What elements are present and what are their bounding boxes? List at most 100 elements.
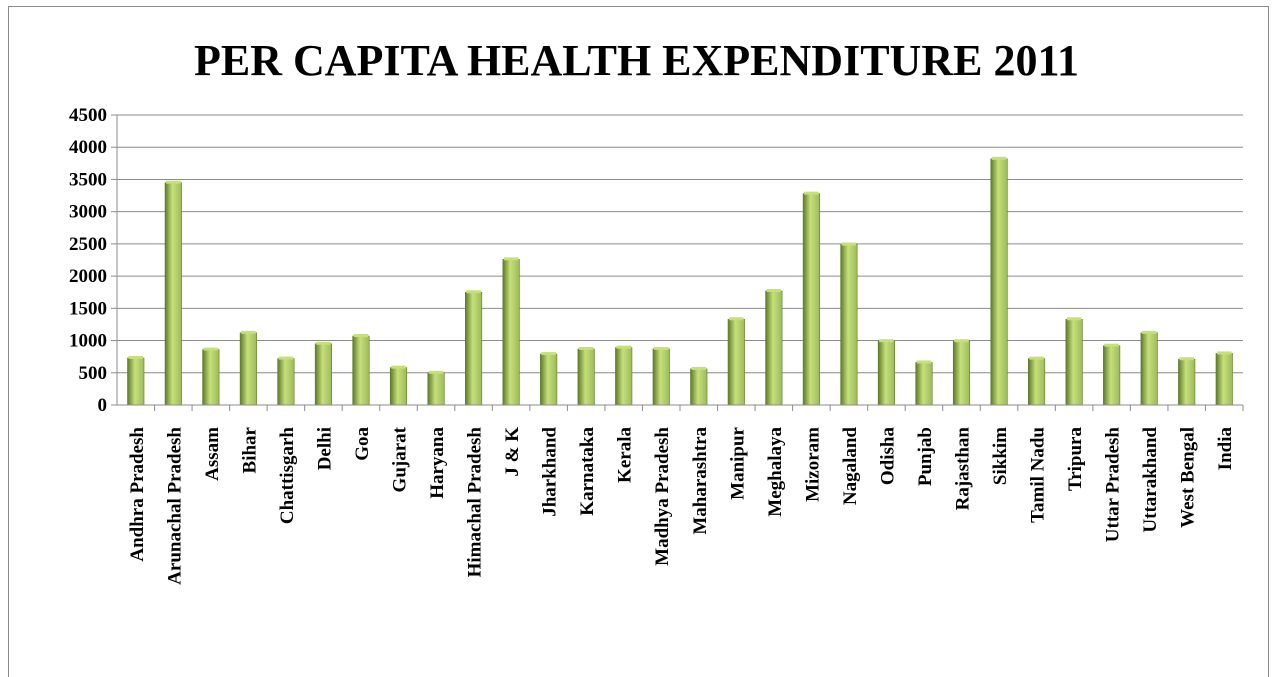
bar-top-highlight (841, 242, 857, 246)
bar-top-highlight (1066, 317, 1082, 321)
x-category-label: Assam (202, 427, 223, 481)
bar-goa (352, 335, 370, 406)
x-category-label: Madhya Pradesh (652, 427, 673, 566)
x-category-label: Tripura (1065, 427, 1086, 492)
bar-j-k (502, 259, 520, 406)
y-tick-label: 0 (98, 395, 108, 416)
x-category-label: Uttarakhand (1140, 427, 1161, 533)
bar-meghalaya (765, 290, 783, 406)
bar-delhi (314, 343, 332, 406)
bar-madhya-pradesh (652, 348, 670, 406)
bar-kerala (615, 347, 633, 406)
bar-top-highlight (1029, 356, 1044, 360)
bar-top-highlight (466, 290, 481, 294)
bar-top-highlight (503, 257, 519, 261)
bar-india (1215, 353, 1233, 406)
x-category-label: Haryana (427, 427, 448, 499)
x-category-label: Manipur (727, 426, 748, 499)
y-tick-label: 2000 (69, 266, 107, 287)
x-category-label: West Bengal (1178, 427, 1199, 528)
y-tick-label: 500 (79, 363, 108, 384)
y-tick-label: 2500 (69, 234, 107, 255)
bar-jharkhand (540, 353, 558, 406)
bar-top-highlight (691, 366, 707, 370)
bar-top-highlight (729, 317, 744, 321)
bar-punjab (915, 362, 933, 406)
bar-top-highlight (541, 352, 556, 356)
chart-title: PER CAPITA HEALTH EXPENDITURE 2011 (193, 36, 1080, 85)
gridlines (111, 114, 1243, 406)
x-category-label: Delhi (314, 427, 335, 470)
y-tick-label: 1500 (69, 298, 107, 319)
y-tick-label: 1000 (69, 331, 107, 352)
bar-top-highlight (766, 288, 782, 292)
bar-manipur (727, 318, 745, 406)
bar-andhra-pradesh (127, 357, 145, 406)
x-category-label: Nagaland (840, 427, 861, 506)
bar-karnataka (577, 348, 595, 406)
bar-nagaland (840, 244, 858, 406)
x-category-label: Maharashtra (690, 427, 711, 535)
x-category-label: Punjab (915, 427, 936, 486)
bar-top-highlight (804, 191, 819, 195)
x-category-label: Himachal Pradesh (465, 427, 486, 578)
bar-top-highlight (128, 355, 144, 359)
bar-top-highlight (316, 341, 331, 345)
bar-top-highlight (578, 346, 594, 350)
y-axis-tick-labels: 0 500 1000 1500 2000 2500 3000 3500 4000 4500 (69, 105, 107, 416)
x-category-label: Goa (352, 427, 373, 461)
bar-maharashtra (690, 368, 708, 406)
x-category-label: Sikkim (990, 427, 1011, 485)
bar-top-highlight (616, 345, 631, 349)
bar-top-highlight (954, 339, 969, 343)
x-category-label: Tamil Nadu (1028, 427, 1049, 523)
bar-rajasthan (952, 340, 971, 406)
bar-top-highlight (1141, 330, 1157, 334)
x-category-label: Jharkhand (540, 427, 561, 517)
bar-west-bengal (1178, 358, 1196, 406)
x-category-label: Arunachal Pradesh (164, 427, 185, 585)
bar-top-highlight (1104, 343, 1119, 347)
x-category-label: Gujarat (390, 426, 411, 492)
bar-arunachal-pradesh (164, 182, 182, 406)
bar-top-highlight (1216, 351, 1232, 355)
bar-top-highlight (653, 346, 669, 350)
x-axis-category-labels: Andhra Pradesh Arunachal Pradesh Assam Biha… (127, 426, 1236, 584)
x-category-label: Chattisgarh (277, 427, 298, 525)
bar-haryana (427, 372, 445, 406)
x-category-label: Rajasthan (953, 427, 974, 511)
x-category-label: Kerala (615, 427, 636, 483)
bar-uttarakhand (1140, 332, 1158, 406)
bar-top-highlight (391, 365, 406, 369)
y-tick-label: 4000 (69, 137, 107, 158)
bar-top-highlight (879, 339, 894, 343)
axes (116, 115, 1244, 411)
x-category-label: Mizoram (802, 427, 823, 502)
bar-chattisgarh (277, 358, 295, 406)
bar-mizoram (802, 193, 820, 406)
y-tick-label: 3500 (69, 169, 107, 190)
y-tick-label: 4500 (69, 105, 107, 126)
x-category-label: Uttar Pradesh (1103, 427, 1124, 543)
bars (127, 156, 1233, 406)
bar-top-highlight (916, 360, 932, 364)
bar-assam (202, 349, 220, 406)
x-category-label: Karnataka (577, 427, 598, 516)
bar-top-highlight (353, 334, 369, 338)
bar-uttar-pradesh (1103, 345, 1121, 406)
x-category-label: Bihar (239, 426, 260, 473)
bar-sikkim (990, 158, 1008, 406)
x-category-label: Odisha (877, 427, 898, 486)
bar-bihar (239, 332, 257, 406)
bar-tripura (1065, 318, 1083, 406)
y-tick-label: 3000 (69, 202, 107, 223)
bar-top-highlight (203, 347, 219, 351)
bar-gujarat (389, 367, 408, 406)
bar-himachal-pradesh (465, 291, 483, 406)
bar-top-highlight (428, 370, 444, 374)
bar-top-highlight (241, 330, 256, 334)
x-category-label: India (1215, 427, 1236, 471)
bar-top-highlight (991, 156, 1007, 160)
x-category-label: Meghalaya (765, 427, 786, 517)
